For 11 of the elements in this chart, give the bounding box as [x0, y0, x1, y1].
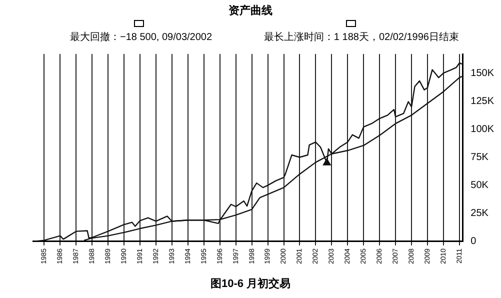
- y-tick-label: 50K: [470, 180, 489, 192]
- text: 最大回撤：−18 500, 09/03/2002: [70, 30, 212, 44]
- y-tick-label: 150K: [470, 68, 494, 79]
- caption: 图10-6 月初交易: [209, 276, 292, 291]
- text: 最长上涨时间：1 188天，02/02/1996日结束: [264, 30, 459, 44]
- y-tick-label: 125K: [470, 96, 494, 107]
- chart-title: 资产曲线: [228, 4, 274, 18]
- y-tick-label: 25K: [470, 208, 489, 220]
- y-tick-label: 75K: [470, 152, 489, 164]
- y-tick-label: 0: [470, 236, 477, 248]
- y-tick-label: 100K: [470, 124, 494, 135]
